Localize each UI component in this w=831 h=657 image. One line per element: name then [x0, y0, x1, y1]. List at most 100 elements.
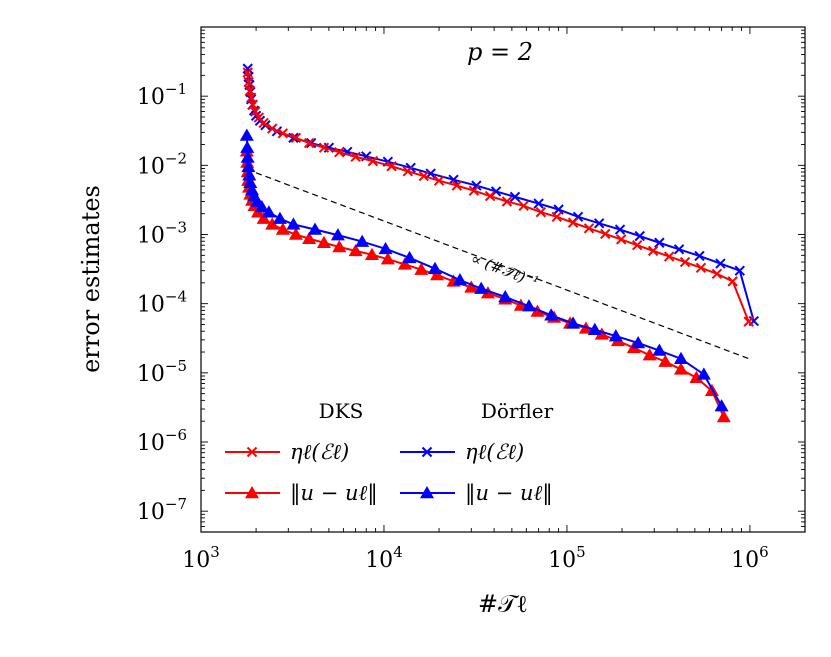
y-tick-label: 10−6 [137, 426, 187, 456]
series-dks-estimator [242, 67, 754, 327]
chart-title: p = 2 [467, 38, 533, 66]
x-tick-label: 105 [548, 543, 586, 573]
plot-frame [200, 26, 806, 533]
data-point [535, 207, 547, 218]
data-point [451, 180, 462, 191]
data-point [464, 280, 479, 293]
data-point [594, 327, 609, 340]
legend-entry: ‖u − uℓ‖ [400, 481, 553, 506]
legend-header-dks: DKS [319, 399, 364, 423]
x-tick-label: 106 [731, 543, 769, 573]
data-point [567, 217, 579, 228]
data-point [484, 190, 496, 202]
y-tick-label: 10−2 [137, 149, 187, 179]
data-point [715, 258, 726, 269]
data-point [308, 222, 323, 235]
data-point [302, 231, 317, 244]
y-tick-label: 10−7 [137, 495, 187, 525]
legend-label: ‖u − uℓ‖ [465, 481, 553, 506]
data-point [727, 276, 738, 287]
data-point [240, 150, 255, 163]
series-drfler-error [239, 128, 729, 412]
data-point [471, 180, 482, 191]
data-point [544, 308, 559, 321]
data-point [452, 272, 467, 286]
data-point [608, 329, 623, 342]
data-point [583, 223, 595, 234]
y-tick-label: 10−1 [137, 80, 187, 110]
data-point [521, 299, 536, 312]
data-point [350, 151, 361, 162]
data-point [427, 261, 442, 274]
data-point [250, 106, 261, 117]
legend-entry: ηℓ(ℰℓ) [225, 440, 349, 464]
data-point [716, 409, 731, 423]
data-point [348, 243, 363, 257]
legend-swatch-marker [246, 446, 258, 458]
data-point [501, 196, 513, 207]
series-line [245, 151, 725, 418]
data-point [247, 99, 259, 111]
data-point [695, 262, 707, 274]
data-point [242, 67, 253, 78]
data-point [647, 245, 659, 257]
data-point [272, 211, 287, 224]
y-tick-label: 10−3 [137, 219, 187, 249]
x-tick-label: 104 [365, 543, 403, 573]
series-drfler-estimator [242, 63, 760, 327]
x-axis-title: #𝒯ℓ [478, 590, 528, 618]
data-point [418, 170, 429, 182]
legend-swatch-marker [245, 486, 259, 499]
data-point [587, 322, 602, 335]
data-point [316, 235, 331, 248]
data-point [364, 247, 379, 260]
data-point [533, 198, 544, 209]
data-point [509, 191, 521, 203]
data-point [480, 286, 495, 299]
legend-swatch-marker [420, 486, 434, 499]
data-point [652, 343, 667, 356]
data-point [679, 256, 691, 268]
data-point [290, 132, 302, 144]
data-point [714, 399, 729, 412]
legend-header-dorfler: Dörfler [481, 399, 554, 423]
data-point [330, 228, 345, 241]
data-point [734, 265, 745, 276]
data-point [634, 230, 645, 242]
data-point [673, 351, 688, 364]
data-point [600, 228, 611, 240]
data-point [631, 336, 646, 349]
data-point [673, 362, 688, 375]
data-point [380, 252, 395, 265]
data-point [243, 175, 258, 189]
data-point [433, 175, 445, 186]
y-tick-label: 10−5 [137, 357, 187, 387]
data-point [277, 128, 289, 139]
data-point [367, 155, 379, 167]
legend-label: ‖u − uℓ‖ [290, 481, 378, 506]
data-point [498, 289, 513, 303]
data-point [663, 251, 675, 262]
data-point [334, 146, 345, 158]
series-dks-error [239, 144, 731, 423]
legend-entry: ‖u − uℓ‖ [225, 481, 378, 506]
data-point [286, 217, 301, 230]
data-point [631, 240, 643, 251]
data-point [242, 63, 253, 74]
data-point [266, 123, 278, 134]
data-point [474, 281, 489, 294]
data-point [593, 218, 605, 229]
data-point [566, 316, 581, 329]
data-point [275, 222, 290, 235]
data-point [378, 241, 393, 255]
x-tick-label: 103 [182, 543, 220, 573]
data-point [614, 224, 626, 235]
data-point [288, 227, 303, 240]
data-point [241, 159, 256, 173]
data-point [265, 217, 280, 230]
data-point [642, 348, 657, 361]
data-point [332, 239, 347, 253]
series-line [246, 72, 750, 323]
